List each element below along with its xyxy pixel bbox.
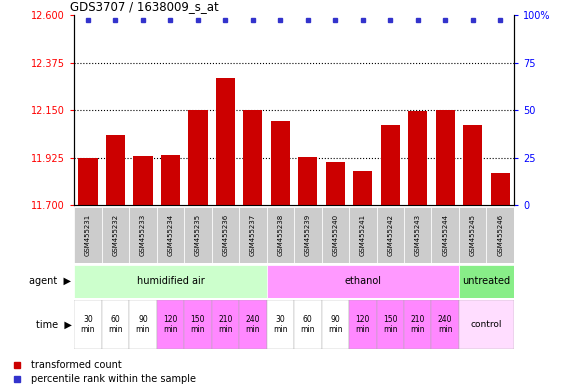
- Text: humidified air: humidified air: [136, 276, 204, 286]
- FancyBboxPatch shape: [212, 300, 239, 349]
- FancyBboxPatch shape: [486, 207, 514, 263]
- FancyBboxPatch shape: [294, 300, 321, 349]
- Text: 210
min: 210 min: [218, 315, 232, 334]
- Text: GSM455234: GSM455234: [167, 214, 174, 256]
- Text: 30
min: 30 min: [273, 315, 288, 334]
- FancyBboxPatch shape: [404, 300, 432, 349]
- FancyBboxPatch shape: [267, 207, 294, 263]
- Text: GSM455233: GSM455233: [140, 214, 146, 257]
- Bar: [133, 156, 152, 205]
- Text: 90
min: 90 min: [328, 315, 343, 334]
- FancyBboxPatch shape: [404, 207, 432, 263]
- FancyBboxPatch shape: [459, 207, 486, 263]
- Bar: [353, 170, 372, 205]
- Text: GSM455243: GSM455243: [415, 214, 421, 256]
- Text: GSM455240: GSM455240: [332, 214, 338, 256]
- Text: 90
min: 90 min: [136, 315, 150, 334]
- Bar: [188, 110, 207, 205]
- FancyBboxPatch shape: [349, 300, 376, 349]
- Text: GSM455239: GSM455239: [305, 214, 311, 257]
- FancyBboxPatch shape: [321, 300, 349, 349]
- FancyBboxPatch shape: [294, 207, 321, 263]
- Text: GSM455242: GSM455242: [387, 214, 393, 256]
- FancyBboxPatch shape: [129, 207, 156, 263]
- Text: GSM455238: GSM455238: [278, 214, 283, 257]
- Text: 150
min: 150 min: [191, 315, 205, 334]
- Text: agent  ▶: agent ▶: [29, 276, 71, 286]
- Text: 30
min: 30 min: [81, 315, 95, 334]
- Text: ethanol: ethanol: [344, 276, 381, 286]
- FancyBboxPatch shape: [239, 300, 267, 349]
- Bar: [436, 110, 455, 205]
- FancyBboxPatch shape: [267, 265, 459, 298]
- Text: GDS3707 / 1638009_s_at: GDS3707 / 1638009_s_at: [70, 0, 219, 13]
- Bar: [381, 125, 400, 205]
- FancyBboxPatch shape: [267, 300, 294, 349]
- Bar: [78, 158, 98, 205]
- FancyBboxPatch shape: [349, 207, 376, 263]
- Text: GSM455237: GSM455237: [250, 214, 256, 257]
- Bar: [463, 125, 482, 205]
- FancyBboxPatch shape: [129, 300, 156, 349]
- FancyBboxPatch shape: [156, 300, 184, 349]
- FancyBboxPatch shape: [102, 207, 129, 263]
- Text: percentile rank within the sample: percentile rank within the sample: [31, 374, 196, 384]
- Text: 240
min: 240 min: [438, 315, 452, 334]
- FancyBboxPatch shape: [321, 207, 349, 263]
- FancyBboxPatch shape: [432, 300, 459, 349]
- FancyBboxPatch shape: [376, 207, 404, 263]
- Text: GSM455236: GSM455236: [222, 214, 228, 257]
- Text: transformed count: transformed count: [31, 360, 122, 370]
- FancyBboxPatch shape: [184, 300, 212, 349]
- Text: GSM455245: GSM455245: [470, 214, 476, 256]
- Bar: [408, 111, 427, 205]
- Text: GSM455246: GSM455246: [497, 214, 503, 256]
- FancyBboxPatch shape: [376, 300, 404, 349]
- Bar: [161, 155, 180, 205]
- Bar: [271, 121, 290, 205]
- Text: time  ▶: time ▶: [35, 319, 71, 329]
- Text: GSM455235: GSM455235: [195, 214, 201, 256]
- Text: GSM455232: GSM455232: [112, 214, 118, 256]
- Bar: [216, 78, 235, 205]
- FancyBboxPatch shape: [74, 207, 102, 263]
- Text: untreated: untreated: [463, 276, 510, 286]
- Text: 60
min: 60 min: [300, 315, 315, 334]
- FancyBboxPatch shape: [102, 300, 129, 349]
- Text: 210
min: 210 min: [411, 315, 425, 334]
- Text: 60
min: 60 min: [108, 315, 123, 334]
- Text: GSM455231: GSM455231: [85, 214, 91, 257]
- Bar: [243, 110, 263, 205]
- FancyBboxPatch shape: [212, 207, 239, 263]
- FancyBboxPatch shape: [156, 207, 184, 263]
- Text: 240
min: 240 min: [246, 315, 260, 334]
- Text: 120
min: 120 min: [356, 315, 370, 334]
- Bar: [490, 173, 510, 205]
- Text: 150
min: 150 min: [383, 315, 397, 334]
- Text: GSM455241: GSM455241: [360, 214, 366, 256]
- FancyBboxPatch shape: [459, 300, 514, 349]
- Text: control: control: [471, 320, 502, 329]
- FancyBboxPatch shape: [74, 265, 267, 298]
- Text: 120
min: 120 min: [163, 315, 178, 334]
- FancyBboxPatch shape: [459, 265, 514, 298]
- Text: GSM455244: GSM455244: [442, 214, 448, 256]
- Bar: [325, 162, 345, 205]
- FancyBboxPatch shape: [239, 207, 267, 263]
- Bar: [298, 157, 317, 205]
- FancyBboxPatch shape: [432, 207, 459, 263]
- FancyBboxPatch shape: [184, 207, 212, 263]
- FancyBboxPatch shape: [74, 300, 102, 349]
- Bar: [106, 135, 125, 205]
